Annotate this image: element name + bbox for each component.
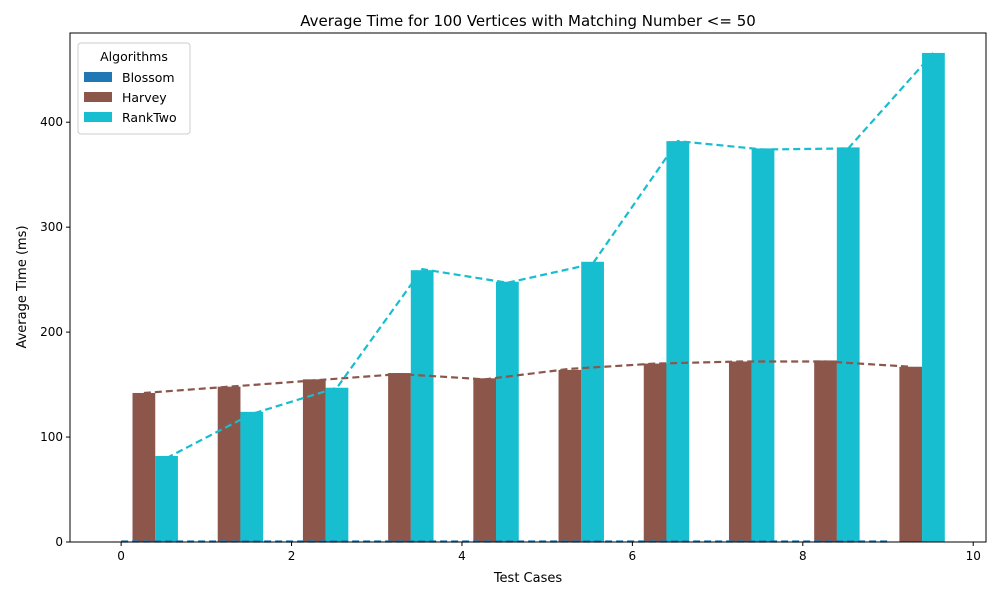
legend-swatch-harvey (84, 92, 112, 102)
legend-swatch-blossom (84, 72, 112, 82)
y-tick-label: 400 (40, 115, 63, 129)
x-tick-label: 10 (966, 549, 981, 563)
legend: Algorithms Blossom Harvey RankTwo (77, 42, 191, 135)
x-tick-label: 2 (288, 549, 296, 563)
legend-label-harvey: Harvey (122, 90, 167, 105)
bar-harvey (643, 363, 667, 542)
bar-ranktwo (581, 261, 604, 542)
y-tick-label: 0 (55, 535, 63, 549)
legend-box (77, 42, 191, 135)
bar-harvey (217, 386, 241, 542)
bar-harvey (728, 361, 752, 542)
x-axis-label: Test Cases (493, 571, 563, 586)
bar-harvey (558, 369, 582, 542)
y-tick-label: 300 (40, 220, 63, 234)
x-tick-label: 6 (629, 549, 637, 563)
plot-area (109, 52, 945, 543)
bar-harvey (814, 360, 837, 542)
bar-harvey (302, 379, 326, 542)
legend-title: Algorithms (100, 49, 168, 64)
bar-ranktwo (155, 455, 178, 542)
x-tick-label: 4 (458, 549, 466, 563)
trend-line-ranktwo (166, 52, 935, 460)
axes-frame (69, 32, 987, 543)
x-tick-label: 0 (117, 549, 125, 563)
legend-label-blossom: Blossom (122, 70, 175, 85)
y-tick-label: 100 (40, 430, 63, 444)
bar-ranktwo (410, 270, 434, 542)
x-ticks: 0 2 4 6 8 10 (117, 542, 981, 563)
bar-ranktwo (325, 387, 349, 542)
bar-ranktwo (922, 52, 945, 542)
bar-ranktwo (751, 148, 775, 542)
bar-ranktwo (240, 411, 264, 542)
bar-ranktwo (496, 281, 519, 542)
bar-ranktwo (836, 147, 860, 543)
bar-harvey (473, 378, 497, 542)
trend-line-harvey (143, 360, 911, 395)
bar-ranktwo (666, 141, 690, 542)
chart-title: Average Time for 100 Vertices with Match… (300, 12, 756, 30)
bar-harvey (899, 366, 923, 542)
legend-items: Blossom Harvey RankTwo (84, 70, 177, 125)
x-tick-label: 8 (799, 549, 807, 563)
legend-label-ranktwo: RankTwo (122, 110, 177, 125)
bar-harvey (388, 373, 411, 542)
legend-swatch-ranktwo (84, 112, 112, 122)
y-axis-label: Average Time (ms) (15, 225, 30, 348)
y-tick-label: 200 (40, 325, 63, 339)
bar-harvey (132, 392, 156, 542)
y-ticks: 0 100 200 300 400 (40, 115, 70, 549)
